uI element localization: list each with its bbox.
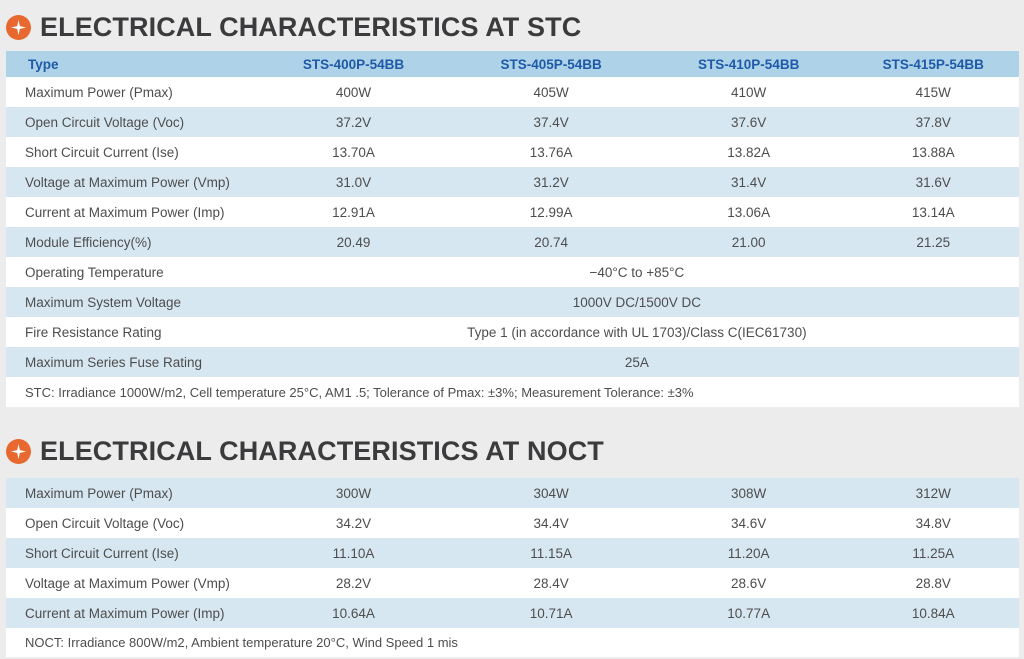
model-header: STS-400P-54BB — [302, 56, 405, 72]
stc-title-text: ELECTRICAL CHARACTERISTICS AT STC — [40, 11, 582, 42]
cell-value: 37.2V — [335, 114, 372, 130]
row-label: Maximum Power (Pmax) — [25, 84, 173, 100]
stc-section-title: ELECTRICAL CHARACTERISTICS AT STC — [6, 12, 581, 42]
cell-value: 21.00 — [731, 234, 766, 250]
model-header: STS-415P-54BB — [882, 56, 984, 72]
cell-value: 31.0V — [335, 174, 372, 190]
cell-value: 31.6V — [915, 174, 951, 190]
cell-value: 34.6V — [731, 515, 767, 531]
cell-value: 28.4V — [533, 575, 569, 591]
noct-footnote: NOCT: Irradiance 800W/m2, Ambient temper… — [25, 635, 458, 650]
cell-value: 20.74 — [534, 234, 568, 250]
cell-value: 34.8V — [915, 515, 951, 531]
table-row: Voltage at Maximum Power (Vmp) 28.2V 28.… — [6, 568, 1019, 598]
table-row: Maximum Power (Pmax) 300W 304W 308W 312W — [6, 478, 1019, 508]
type-header: Type — [28, 56, 59, 72]
cell-value: 31.4V — [731, 174, 767, 190]
cell-value: 400W — [335, 84, 372, 100]
cell-value: 13.82A — [727, 144, 771, 160]
stc-footnote: STC: Irradiance 1000W/m2, Cell temperatu… — [25, 384, 694, 400]
stc-spec-table: Type STS-400P-54BB STS-405P-54BB STS-410… — [6, 51, 1019, 407]
cell-value: 37.8V — [915, 114, 951, 130]
row-label: Current at Maximum Power (Imp) — [25, 204, 225, 220]
sparkle-icon — [6, 438, 31, 464]
row-label: Current at Maximum Power (Imp) — [25, 605, 225, 621]
row-label: Operating Temperature — [25, 264, 164, 280]
row-label: Maximum Power (Pmax) — [25, 485, 173, 501]
cell-value: 405W — [533, 84, 569, 100]
cell-value: 11.25A — [912, 545, 955, 561]
table-row: Current at Maximum Power (Imp) 10.64A 10… — [6, 598, 1019, 628]
cell-value: 11.15A — [530, 545, 572, 561]
cell-value: 28.2V — [335, 575, 372, 591]
cell-value: 10.71A — [529, 605, 573, 621]
row-label: Voltage at Maximum Power (Vmp) — [25, 575, 230, 591]
cell-value: 31.2V — [533, 174, 569, 190]
cell-value: 20.49 — [336, 234, 371, 250]
row-label: Module Efficiency(%) — [25, 234, 152, 250]
table-header-row: Type STS-400P-54BB STS-405P-54BB STS-410… — [6, 51, 1019, 77]
cell-value: 28.8V — [915, 575, 951, 591]
cell-value: 415W — [915, 84, 951, 100]
table-note-row: STC: Irradiance 1000W/m2, Cell temperatu… — [6, 377, 1019, 407]
cell-value: 34.2V — [335, 515, 372, 531]
row-label: Short Circuit Current (Ise) — [25, 545, 179, 561]
row-label: Open Circuit Voltage (Voc) — [25, 515, 185, 531]
table-row: Short Circuit Current (Ise) 11.10A 11.15… — [6, 538, 1019, 568]
table-row: Maximum System Voltage 1000V DC/1500V DC — [6, 287, 1019, 317]
table-row: Operating Temperature −40°C to +85°C — [6, 257, 1019, 287]
table-row: Voltage at Maximum Power (Vmp) 31.0V 31.… — [6, 167, 1019, 197]
noct-section-title: ELECTRICAL CHARACTERISTICS AT NOCT — [6, 436, 604, 466]
cell-value: 37.4V — [533, 114, 569, 130]
cell-value: 312W — [915, 485, 951, 501]
spanning-value: −40°C to +85°C — [589, 264, 685, 280]
table-row: Open Circuit Voltage (Voc) 37.2V 37.4V 3… — [6, 107, 1019, 137]
model-header: STS-405P-54BB — [500, 56, 602, 72]
cell-value: 12.91A — [332, 204, 375, 220]
cell-value: 10.84A — [911, 605, 955, 621]
row-label: Maximum Series Fuse Rating — [25, 354, 203, 370]
table-row: Maximum Series Fuse Rating 25A — [6, 347, 1019, 377]
spanning-value: Type 1 (in accordance with UL 1703)/Clas… — [467, 324, 807, 340]
spanning-value: 1000V DC/1500V DC — [572, 294, 702, 310]
table-row: Open Circuit Voltage (Voc) 34.2V 34.4V 3… — [6, 508, 1019, 538]
table-row: Current at Maximum Power (Imp) 12.91A 12… — [6, 197, 1019, 227]
row-label: Voltage at Maximum Power (Vmp) — [25, 174, 230, 190]
row-label: Short Circuit Current (Ise) — [25, 144, 179, 160]
table-row: Maximum Power (Pmax) 400W 405W 410W 415W — [6, 77, 1019, 107]
cell-value: 21.25 — [916, 234, 951, 250]
noct-title-text: ELECTRICAL CHARACTERISTICS AT NOCT — [40, 435, 604, 466]
cell-value: 300W — [335, 485, 372, 501]
noct-spec-table: Maximum Power (Pmax) 300W 304W 308W 312W… — [6, 478, 1019, 657]
cell-value: 410W — [731, 84, 767, 100]
cell-value: 37.6V — [731, 114, 767, 130]
sparkle-icon — [6, 14, 31, 40]
cell-value: 13.06A — [727, 204, 771, 220]
table-row: Fire Resistance Rating Type 1 (in accord… — [6, 317, 1019, 347]
model-header: STS-410P-54BB — [698, 56, 800, 72]
table-row: Module Efficiency(%) 20.49 20.74 21.00 2… — [6, 227, 1019, 257]
row-label: Fire Resistance Rating — [25, 324, 162, 340]
cell-value: 13.70A — [332, 144, 375, 160]
cell-value: 13.76A — [529, 144, 573, 160]
cell-value: 13.88A — [911, 144, 955, 160]
row-label: Open Circuit Voltage (Voc) — [25, 114, 185, 130]
cell-value: 308W — [731, 485, 767, 501]
table-row: Short Circuit Current (Ise) 13.70A 13.76… — [6, 137, 1019, 167]
table-note-row: NOCT: Irradiance 800W/m2, Ambient temper… — [6, 628, 1019, 657]
cell-value: 13.14A — [911, 204, 955, 220]
cell-value: 12.99A — [529, 204, 573, 220]
cell-value: 34.4V — [533, 515, 569, 531]
cell-value: 28.6V — [731, 575, 767, 591]
cell-value: 10.64A — [332, 605, 375, 621]
cell-value: 304W — [533, 485, 569, 501]
cell-value: 10.77A — [727, 605, 771, 621]
row-label: Maximum System Voltage — [25, 294, 182, 310]
cell-value: 11.20A — [727, 545, 770, 561]
spanning-value: 25A — [624, 354, 649, 370]
cell-value: 11.10A — [332, 545, 375, 561]
